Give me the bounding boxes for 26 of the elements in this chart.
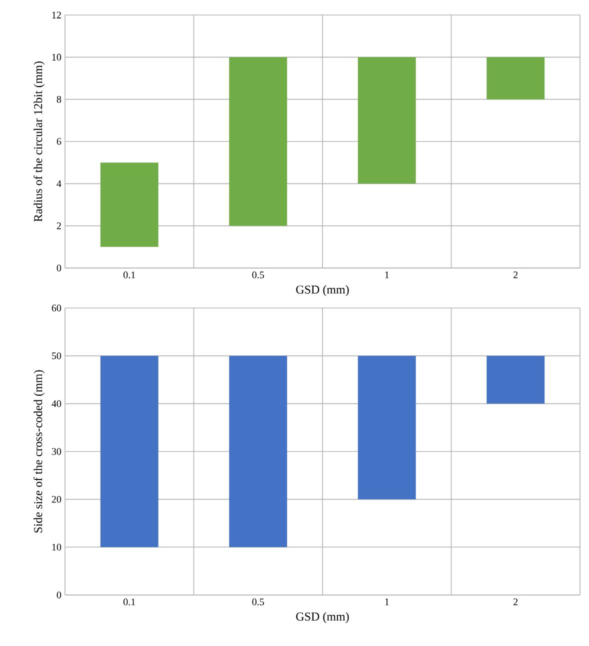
y-axis-title: Radius of the circular 12bit (mm): [34, 62, 45, 222]
y-tick-label: 12: [52, 12, 61, 18]
x-axis-title: GSD (mm): [296, 612, 349, 624]
y-tick-label: 40: [52, 400, 62, 408]
x-tick-label: 1: [385, 272, 389, 278]
y-tick-label: 50: [52, 352, 62, 360]
x-axis-title: GSD (mm): [296, 285, 349, 296]
y-tick-label: 6: [56, 138, 62, 145]
x-tick-label: 0.5: [252, 598, 264, 606]
y-tick-label: 20: [52, 496, 62, 503]
y-tick-label: 2: [56, 222, 61, 230]
x-tick-label: 2: [514, 598, 518, 606]
y-tick-label: 10: [52, 544, 62, 551]
y-tick-label: 0: [56, 264, 62, 272]
x-tick-label: 0.1: [124, 598, 136, 606]
x-tick-label: 2: [514, 272, 518, 278]
y-tick-label: 4: [56, 180, 62, 187]
y-tick-label: 0: [56, 592, 62, 598]
y-axis-title: Side size of the cross-coded (mm): [34, 370, 45, 533]
x-tick-label: 0.5: [252, 272, 264, 278]
y-tick-label: 60: [52, 304, 62, 312]
y-tick-label: 30: [52, 448, 62, 455]
y-tick-label: 10: [52, 54, 62, 61]
x-tick-label: 1: [385, 598, 389, 606]
x-tick-label: 0.1: [124, 272, 136, 278]
y-tick-label: 8: [56, 96, 62, 103]
